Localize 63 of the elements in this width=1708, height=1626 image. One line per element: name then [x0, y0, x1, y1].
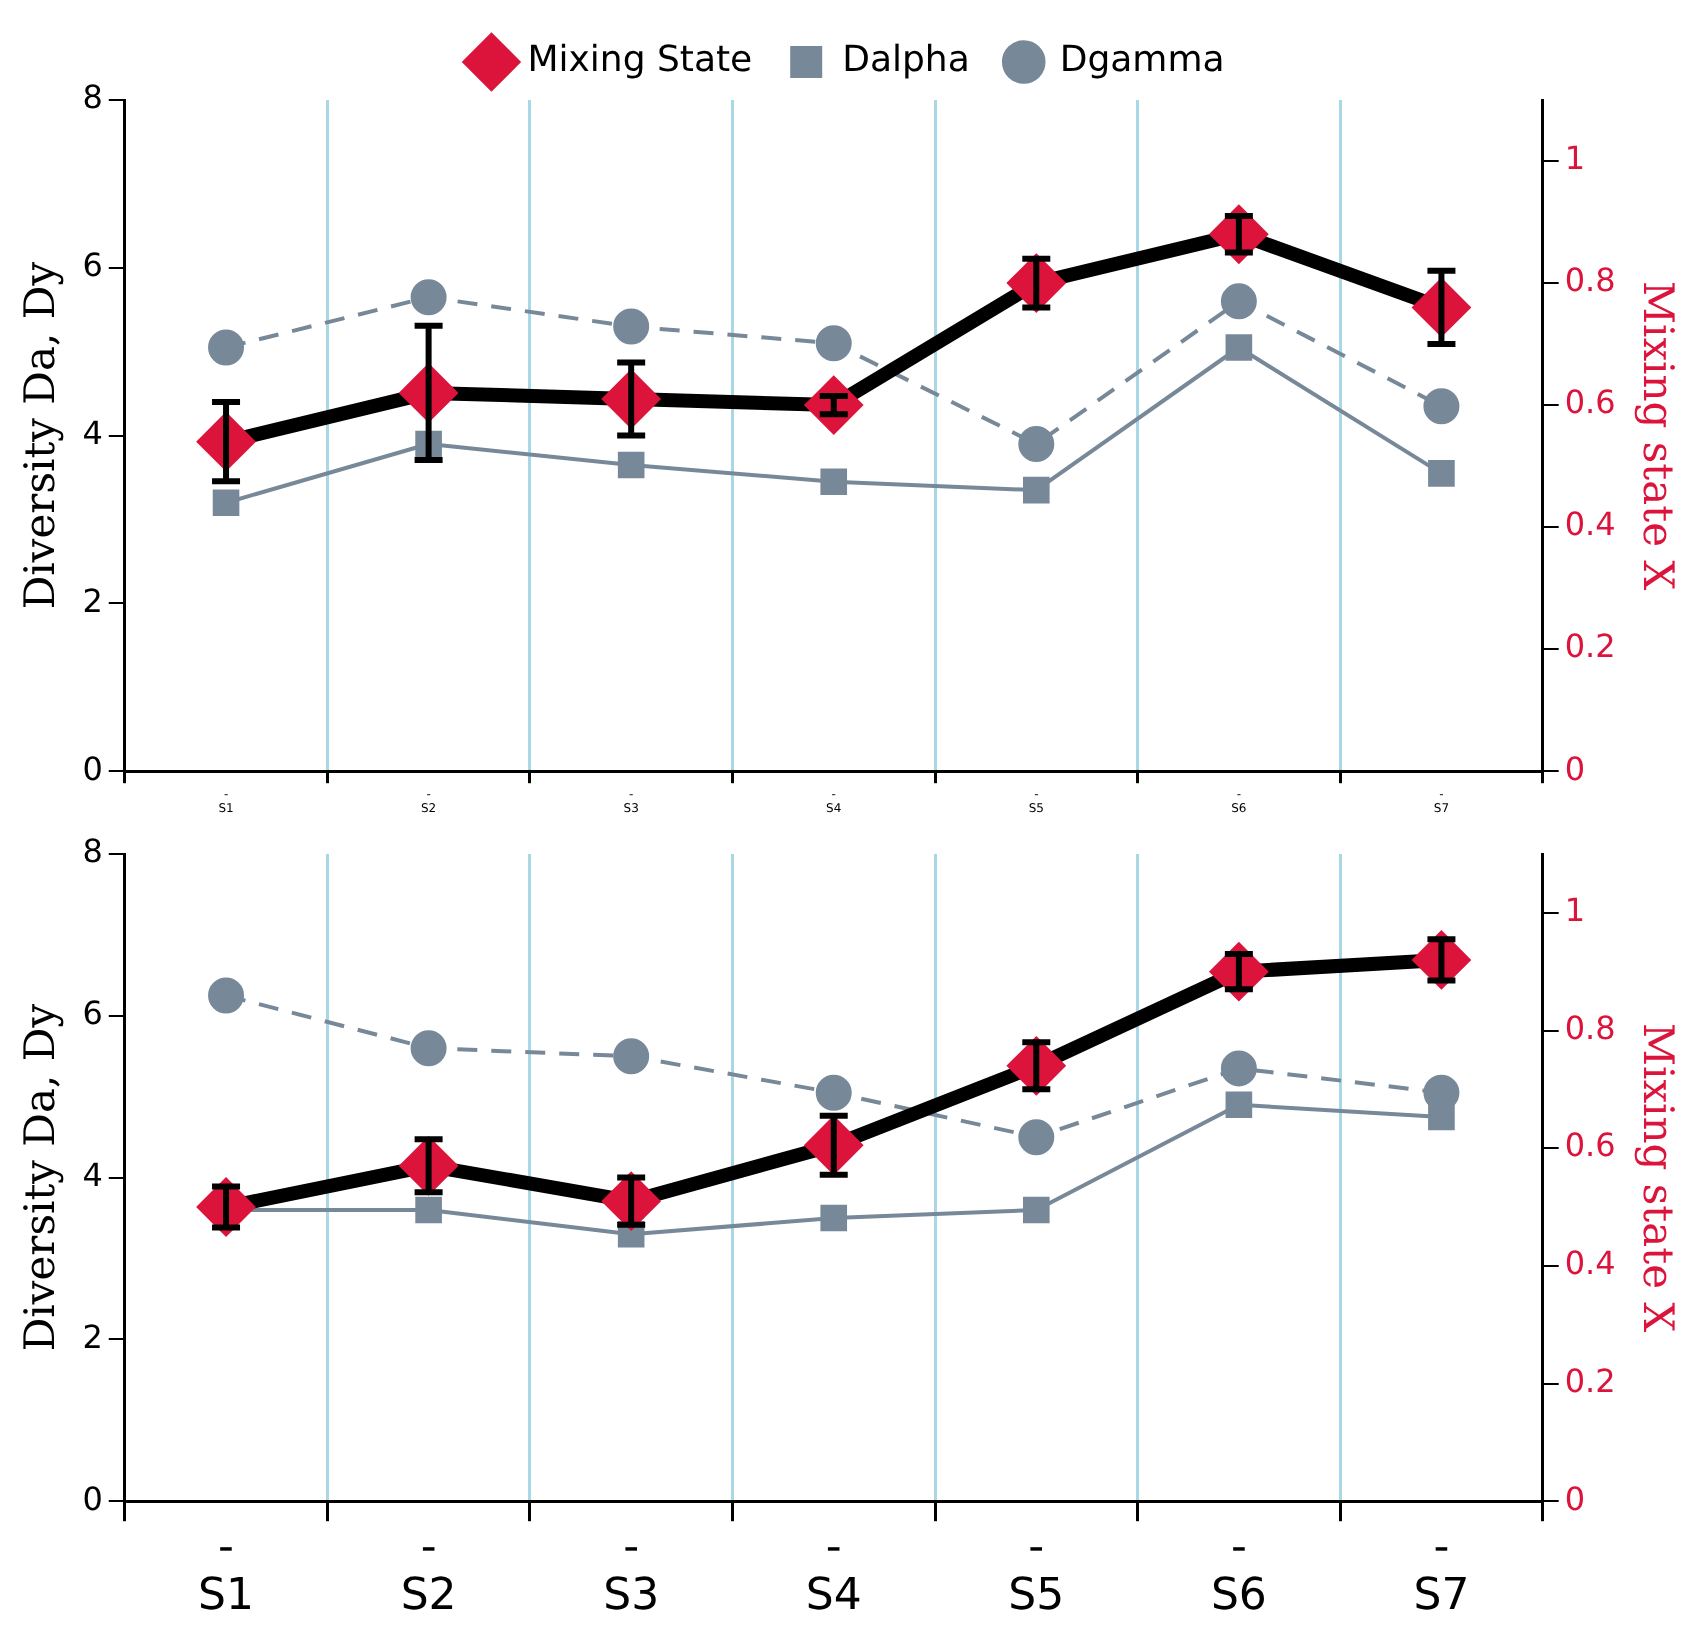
x-tick-label: - S5	[1008, 1522, 1065, 1622]
point	[1220, 283, 1257, 320]
y2-tick-label: 0.2	[1564, 627, 1616, 666]
y2-tick-label: 0	[1564, 1479, 1586, 1518]
point	[410, 279, 447, 316]
point	[212, 489, 240, 517]
legend-label: Mixing State	[527, 39, 753, 82]
y-axis-title: Diversity Da, Dy	[16, 1003, 65, 1352]
legend-label: Dalpha	[842, 39, 970, 82]
legend-label: Dgamma	[1059, 39, 1225, 82]
point	[806, 378, 861, 433]
y-tick-label: 8	[82, 78, 103, 117]
y-tick-label: 2	[82, 581, 103, 620]
y2-axis-title: Mixing state X	[1633, 1022, 1682, 1333]
x-tick-label: - S4	[805, 1522, 862, 1622]
y2-tick-label: 0.4	[1564, 505, 1616, 544]
point	[815, 1074, 852, 1111]
point	[1423, 388, 1460, 425]
point	[1018, 425, 1055, 462]
x-tick-label: - S7	[1413, 1522, 1470, 1622]
point	[617, 451, 645, 479]
point	[410, 1030, 447, 1067]
y2-tick-label: 1	[1564, 891, 1586, 930]
y2-tick-label: 1	[1564, 139, 1586, 178]
x-tick-label: - S3	[603, 1522, 660, 1622]
point	[1018, 1119, 1055, 1156]
y2-tick-label: 0.6	[1564, 1126, 1616, 1165]
point	[820, 1204, 848, 1232]
point	[820, 468, 848, 496]
point	[613, 308, 650, 345]
y-tick-label: 4	[82, 413, 103, 452]
y-tick-label: 4	[82, 1155, 103, 1194]
point	[1220, 1050, 1257, 1087]
y-tick-label: 2	[82, 1317, 103, 1356]
x-tick-label: - S6	[1210, 1522, 1267, 1622]
y-tick-label: 0	[82, 1479, 103, 1518]
point	[1225, 1091, 1253, 1119]
y2-tick-label: 0.4	[1564, 1244, 1616, 1283]
y-tick-label: 8	[82, 832, 103, 871]
y-tick-label: 0	[82, 749, 103, 788]
point	[208, 329, 245, 366]
y2-tick-label: 0.8	[1564, 261, 1616, 300]
x-tick-label: - S2	[400, 1522, 457, 1622]
point	[1211, 944, 1266, 999]
y2-tick-label: 0	[1564, 749, 1586, 788]
y2-tick-label: 0.8	[1564, 1008, 1616, 1047]
y2-tick-label: 0.6	[1564, 383, 1616, 422]
point	[613, 1038, 650, 1075]
y-tick-label: 6	[82, 994, 103, 1033]
y2-tick-label: 0.2	[1564, 1361, 1616, 1400]
x-tick-label: - S1	[198, 1522, 255, 1622]
point	[1428, 1103, 1455, 1131]
point	[1428, 460, 1455, 487]
point	[208, 977, 245, 1014]
y-tick-label: 6	[82, 246, 103, 285]
point	[415, 1196, 442, 1224]
point	[815, 325, 852, 362]
y-axis-title: Diversity Da, Dy	[16, 261, 65, 610]
point	[1022, 476, 1050, 504]
point	[1022, 1196, 1050, 1224]
y2-axis-title: Mixing state X	[1633, 280, 1682, 591]
point	[1225, 334, 1253, 361]
point	[1211, 207, 1266, 262]
